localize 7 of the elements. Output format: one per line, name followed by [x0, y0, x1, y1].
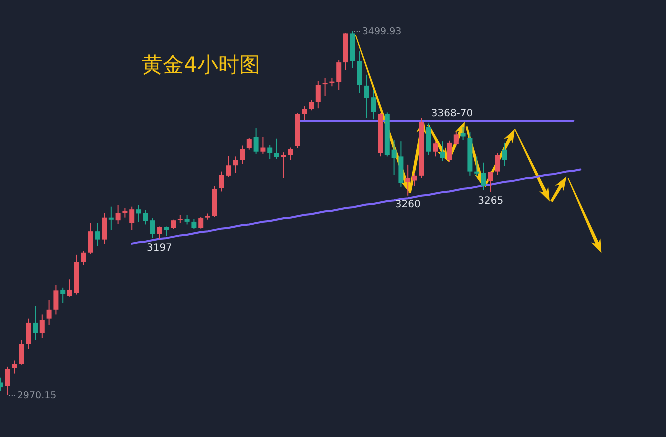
- annotation: 3260: [395, 200, 421, 211]
- annotation: 3265: [478, 196, 504, 208]
- annotation: 3197: [146, 242, 172, 254]
- annotation: 3499.93: [362, 26, 402, 38]
- text: 黄金4小时图: [142, 53, 260, 77]
- annotation: 2970.15: [17, 390, 57, 402]
- annotation: 3368-70: [431, 108, 474, 120]
